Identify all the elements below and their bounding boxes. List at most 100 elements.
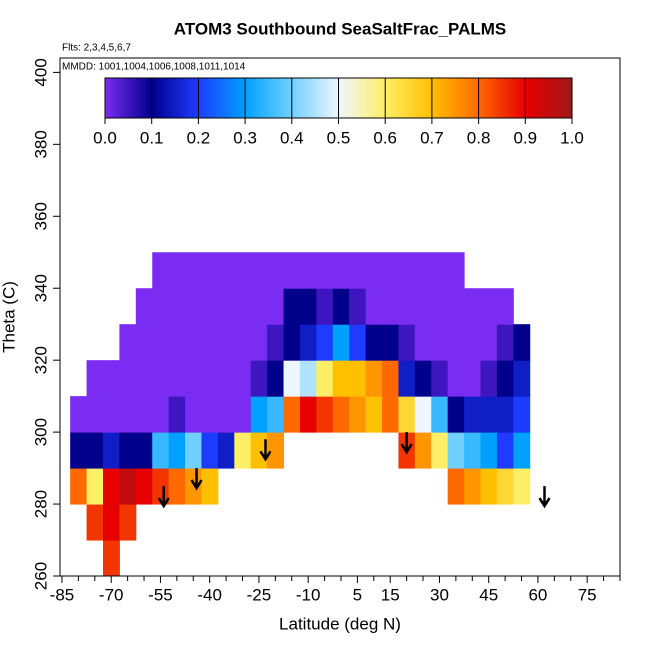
heat-cell [201,324,219,361]
heat-cell [217,360,235,397]
heat-cell [185,288,202,325]
heat-cell [414,396,432,433]
heat-cell [316,252,334,289]
heat-cell [185,468,202,505]
heat-cell [135,324,153,361]
heat-cell [103,504,120,541]
heat-cell [398,288,416,325]
colorbar-tick-label: 0.1 [140,128,164,147]
heat-cell [349,324,367,361]
heat-cell [103,396,120,433]
heat-cell [119,324,137,361]
heat-cell [234,288,252,325]
heat-cell [201,468,219,505]
heat-cell [217,288,235,325]
heat-cell [152,432,170,469]
heat-cell [250,288,268,325]
x-tick-label: -25 [247,585,272,604]
y-tick-label: 360 [31,202,50,230]
colorbar-tick-label: 0.9 [513,128,537,147]
x-tick-label: -55 [148,585,173,604]
heat-cell [349,396,367,433]
heat-cell [185,396,202,433]
heat-cell [70,396,88,433]
heat-cell [398,324,416,361]
heat-cell [382,360,399,397]
heat-cell [299,396,317,433]
heat-cell [464,288,481,325]
heat-cell [283,360,301,397]
heat-cell [365,360,383,397]
colorbar-tick-label: 0.2 [187,128,211,147]
heat-cell [234,324,252,361]
heat-cell [447,432,465,469]
colorbar-tick-label: 0.7 [420,128,444,147]
heat-cell [431,396,449,433]
heat-cell [152,288,170,325]
heat-cell [332,396,350,433]
heat-cell [103,432,120,469]
colorbar-tick-label: 0.3 [233,128,257,147]
heat-cell [299,324,317,361]
heat-cell [185,252,202,289]
colorbar-tick-label: 1.0 [560,128,584,147]
heat-cell [316,360,334,397]
heat-cell [86,432,104,469]
heat-cell [398,360,416,397]
heat-cell [185,360,202,397]
x-axis-label: Latitude (deg N) [279,614,401,633]
x-tick-label: 5 [353,585,362,604]
y-tick-label: 400 [31,58,50,86]
heat-cell [480,468,498,505]
heat-cell [201,288,219,325]
y-tick-label: 300 [31,418,50,446]
heat-cell [398,396,416,433]
heat-cell [447,468,465,505]
heat-cell [480,324,498,361]
heat-cell [414,360,432,397]
heat-cell [283,252,301,289]
subtitle: Flts: 2,3,4,5,6,7 [62,43,131,54]
heat-cell [332,252,350,289]
heat-cell [513,360,531,397]
heat-cell [496,396,514,433]
heat-cell [267,324,285,361]
x-tick-label: -40 [197,585,222,604]
x-tick-label: -85 [50,585,75,604]
y-tick-label: 340 [31,274,50,302]
heat-cell [349,360,367,397]
heat-cell [168,396,186,433]
arrow [157,486,170,509]
arrow [190,468,203,491]
heat-cell [447,396,465,433]
heat-cell [152,360,170,397]
heat-cell [103,360,120,397]
heat-cell [480,396,498,433]
heat-cell [480,288,498,325]
heat-cell [513,432,531,469]
heat-cell [316,396,334,433]
heat-cell [267,396,285,433]
heat-cell [513,468,531,505]
colorbar-tick-label: 0.5 [327,128,351,147]
heat-cell [464,396,481,433]
heat-cell [152,324,170,361]
heat-cell [365,324,383,361]
colorbar-tick-label: 0.4 [280,128,304,147]
y-tick-label: 380 [31,130,50,158]
heat-cell [267,360,285,397]
heat-cell [332,360,350,397]
heat-cell [464,432,481,469]
heat-cell [349,252,367,289]
heat-cell [480,360,498,397]
heat-cell [103,540,120,577]
heat-cell [496,324,514,361]
heat-cell [185,432,202,469]
heat-cell [217,324,235,361]
heatmap [70,252,531,577]
heat-cell [283,288,301,325]
heat-cell [414,324,432,361]
heat-cell [135,288,153,325]
y-tick-label: 280 [31,490,50,518]
